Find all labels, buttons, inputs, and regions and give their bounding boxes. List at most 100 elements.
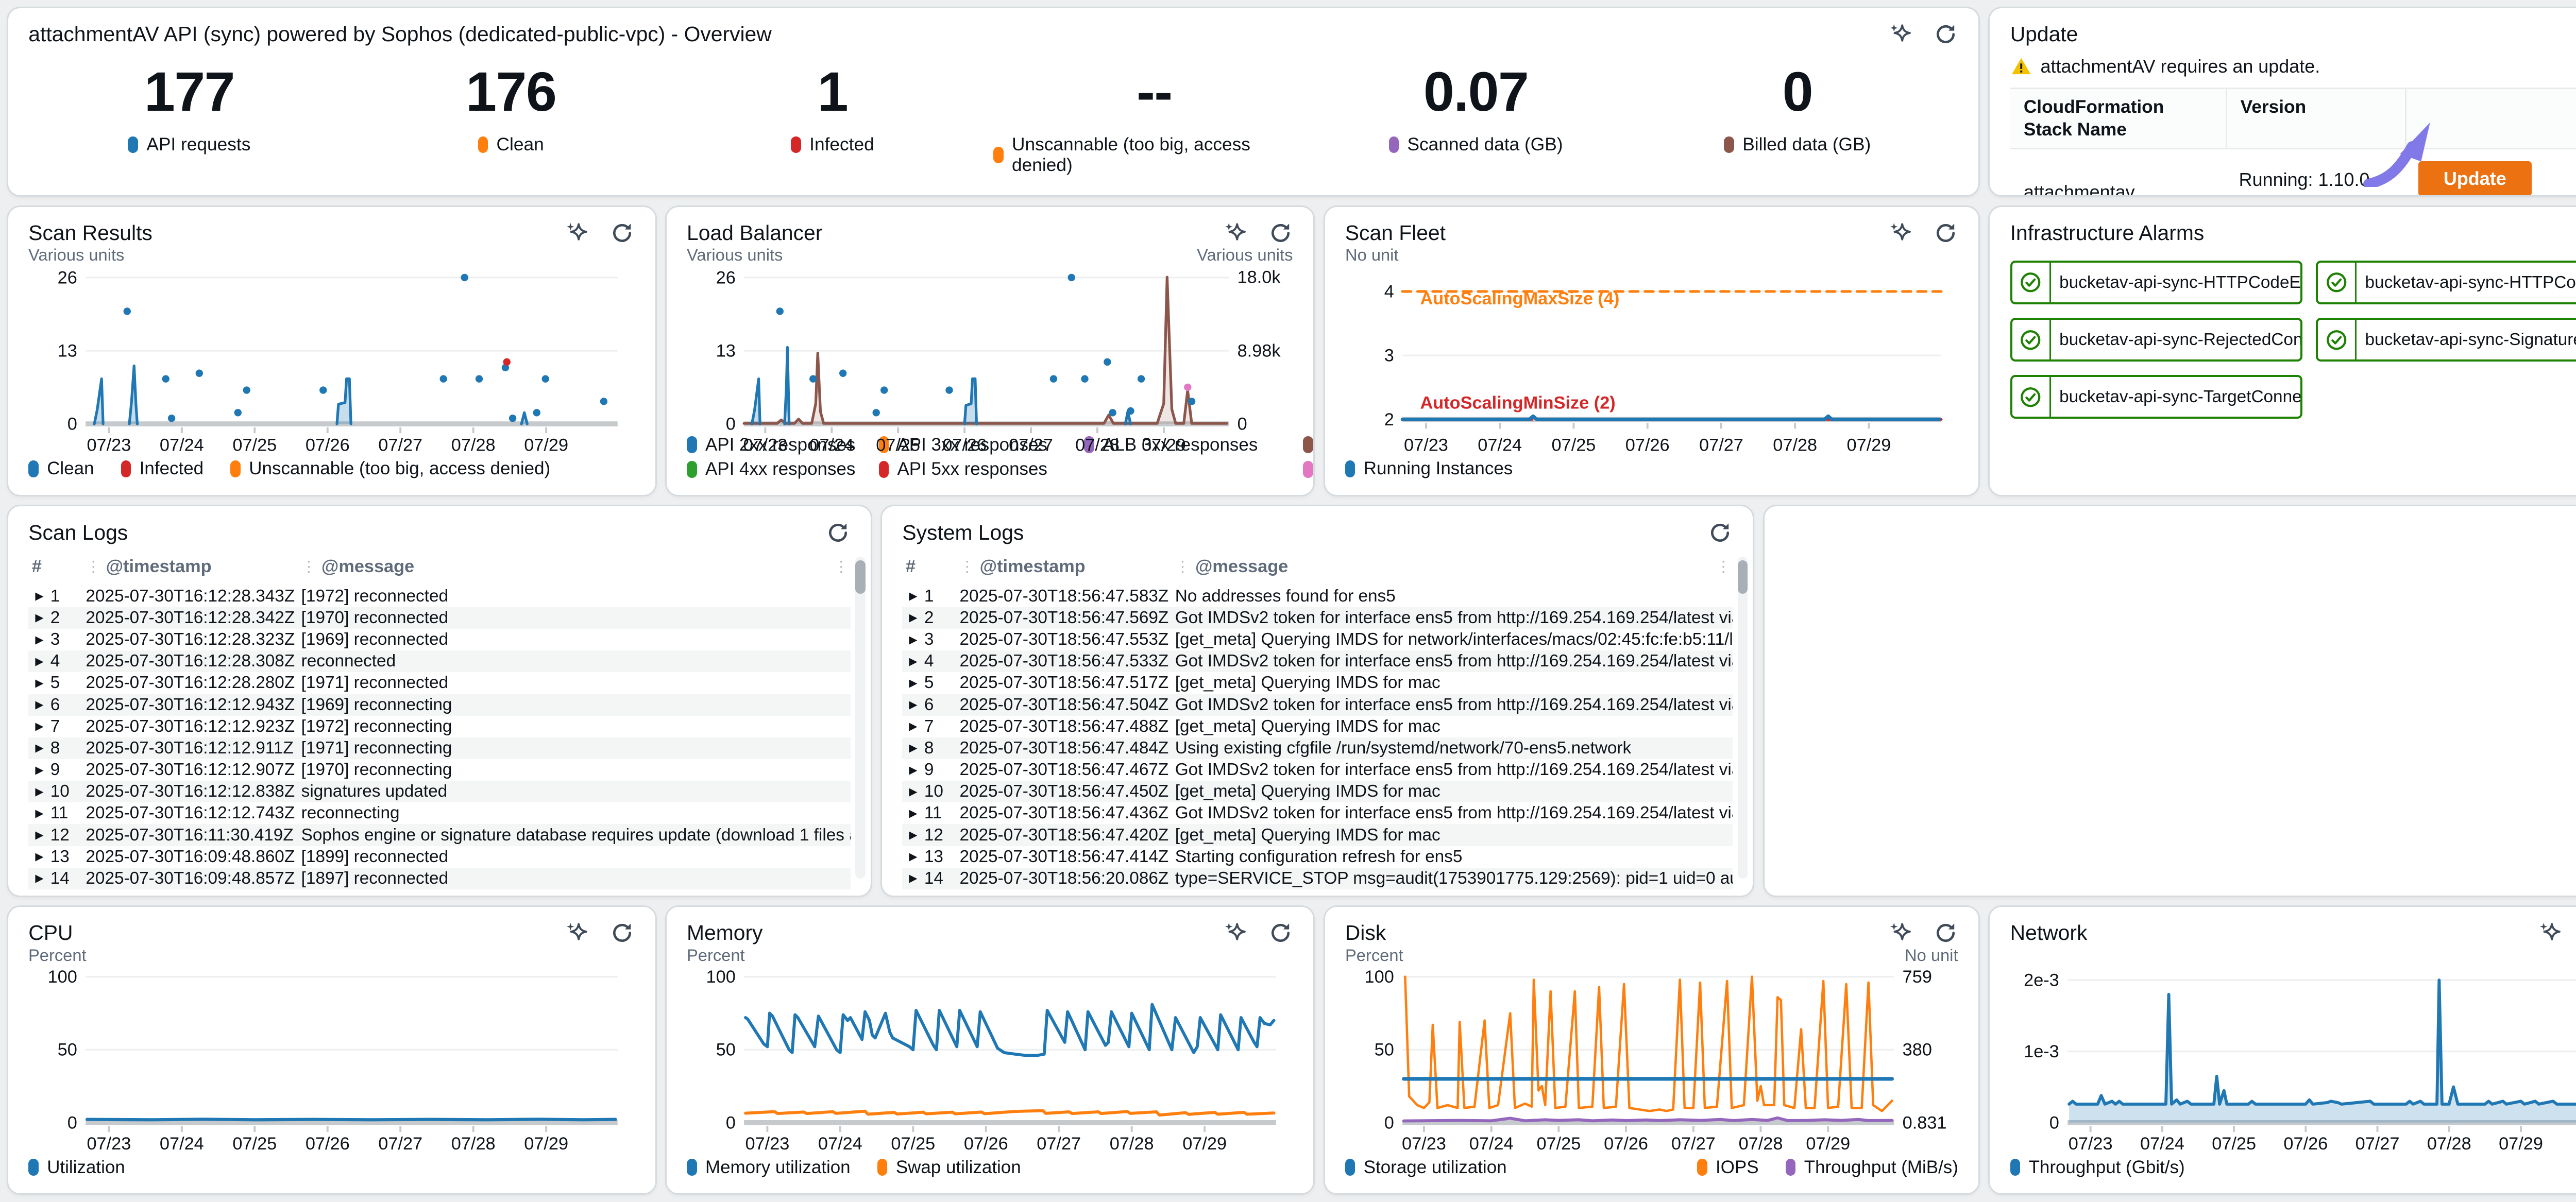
expand-row-icon[interactable]: ▶ — [909, 829, 918, 842]
expand-row-icon[interactable]: ▶ — [909, 655, 918, 667]
row-message: Using existing cfgfile /run/systemd/netw… — [1175, 738, 1632, 758]
log-row[interactable]: ▶ 2 2025-07-30T18:56:47.569Z Got IMDSv2 tok… — [902, 607, 1733, 629]
expand-row-icon[interactable]: ▶ — [909, 590, 918, 603]
log-row[interactable]: ▶ 5 2025-07-30T18:56:47.517Z [get_meta] Que… — [902, 672, 1733, 694]
log-row[interactable]: ▶ 2 2025-07-30T16:12:28.342Z [1970] reconne… — [28, 607, 851, 629]
expand-row-icon[interactable]: ▶ — [35, 633, 44, 646]
expand-row-icon[interactable]: ▶ — [35, 829, 44, 842]
refresh-icon[interactable] — [1707, 520, 1733, 545]
log-row[interactable]: ▶ 4 2025-07-30T18:56:47.533Z Got IMDSv2 tok… — [902, 650, 1733, 673]
refresh-icon[interactable] — [1933, 220, 1958, 246]
expand-row-icon[interactable]: ▶ — [909, 785, 918, 798]
expand-row-icon[interactable]: ▶ — [909, 763, 918, 776]
expand-row-icon[interactable]: ▶ — [909, 676, 918, 689]
log-row[interactable]: ▶ 14 2025-07-30T18:56:20.086Z type=SERVICE_… — [902, 867, 1733, 889]
ai-sparkle-icon[interactable] — [1888, 920, 1913, 946]
log-row[interactable]: ▶ 5 2025-07-30T16:12:28.280Z [1971] reconne… — [28, 672, 850, 694]
expand-row-icon[interactable]: ▶ — [35, 655, 44, 667]
expand-row-icon[interactable]: ▶ — [909, 633, 918, 646]
alarm-tile[interactable]: bucketav-api-sync-SignaturesAgeAlar... — [2316, 318, 2576, 362]
log-row[interactable]: ▶ 11 2025-07-30T16:12:12.743Z reconnecting — [28, 802, 850, 824]
expand-row-icon[interactable]: ▶ — [35, 611, 44, 624]
expand-row-icon[interactable]: ▶ — [35, 785, 44, 798]
expand-row-icon[interactable]: ▶ — [909, 698, 918, 711]
refresh-icon[interactable] — [1268, 220, 1293, 246]
scrollbar-track[interactable] — [855, 557, 866, 879]
svg-text:07/29: 07/29 — [1142, 436, 1186, 455]
expand-row-icon[interactable]: ▶ — [35, 698, 44, 711]
refresh-icon[interactable] — [1933, 22, 1958, 47]
refresh-icon[interactable] — [825, 520, 851, 545]
log-row[interactable]: ▶ 13 2025-07-30T16:09:48.860Z [1899] reconn… — [28, 846, 850, 868]
log-row[interactable]: ▶ 7 2025-07-30T16:12:12.923Z [1972] reconne… — [28, 716, 850, 737]
log-row[interactable]: ▶ 8 2025-07-30T18:56:47.484Z Using existing… — [902, 737, 1733, 759]
ai-sparkle-icon[interactable] — [1888, 22, 1913, 47]
ai-sparkle-icon[interactable] — [1888, 220, 1913, 246]
expand-row-icon[interactable]: ▶ — [909, 850, 918, 863]
row-timestamp: 2025-07-30T18:56:47.488Z — [959, 716, 1169, 736]
expand-row-icon[interactable]: ▶ — [909, 806, 918, 819]
scrollbar-track[interactable] — [1737, 557, 1748, 879]
expand-row-icon[interactable]: ▶ — [35, 806, 44, 819]
expand-row-icon[interactable]: ▶ — [909, 611, 918, 624]
expand-row-icon[interactable]: ▶ — [909, 872, 918, 885]
expand-row-icon[interactable]: ▶ — [909, 742, 918, 754]
log-row[interactable]: ▶ 1 2025-07-30T18:56:47.583Z No addresses f… — [902, 586, 1733, 607]
expand-row-icon[interactable]: ▶ — [35, 742, 44, 754]
svg-text:0: 0 — [726, 415, 736, 434]
update-button[interactable]: Update — [2418, 161, 2532, 196]
refresh-icon[interactable] — [609, 920, 635, 946]
ai-sparkle-icon[interactable] — [1223, 220, 1248, 246]
expand-row-icon[interactable]: ▶ — [35, 590, 44, 603]
log-row[interactable]: ▶ 6 2025-07-30T18:56:47.504Z Got IMDSv2 tok… — [902, 694, 1733, 716]
row-index: 8 — [50, 738, 60, 758]
log-row[interactable]: ▶ 3 2025-07-30T16:12:28.323Z [1969] reconne… — [28, 629, 850, 650]
log-row[interactable]: ▶ 9 2025-07-30T16:12:12.907Z [1970] reconne… — [28, 759, 850, 781]
row-index: 11 — [50, 803, 69, 823]
scrollbar-thumb[interactable] — [1737, 560, 1748, 594]
expand-row-icon[interactable]: ▶ — [35, 720, 44, 733]
ai-sparkle-icon[interactable] — [564, 920, 589, 946]
alarm-tile[interactable]: bucketav-api-sync-HTTPCodeELB5XX... — [2010, 261, 2302, 305]
log-row[interactable]: ▶ 1 2025-07-30T16:12:28.343Z [1972] reconne… — [28, 586, 850, 607]
scrollbar-thumb[interactable] — [855, 560, 866, 594]
log-row[interactable]: ▶ 9 2025-07-30T18:56:47.467Z Got IMDSv2 tok… — [902, 759, 1733, 781]
expand-row-icon[interactable]: ▶ — [909, 720, 918, 733]
alarm-tile[interactable]: bucketav-api-sync-HTTPCodeTarget5... — [2316, 261, 2576, 305]
log-row[interactable]: ▶ 4 2025-07-30T16:12:28.308Z reconnected — [28, 650, 851, 673]
log-row[interactable]: ▶ 14 2025-07-30T16:09:48.857Z [1897] reconn… — [28, 867, 851, 889]
alarm-ok-icon — [2012, 320, 2051, 360]
legend-group: Storage utilization — [1345, 1157, 1507, 1178]
log-row[interactable]: ▶ 13 2025-07-30T18:56:47.414Z Starting conf… — [902, 846, 1733, 868]
alarm-tile[interactable]: bucketav-api-sync-RejectedConnectio... — [2010, 318, 2302, 362]
refresh-icon[interactable] — [609, 220, 635, 246]
svg-text:07/24: 07/24 — [160, 436, 204, 455]
row-timestamp: 2025-07-30T18:56:47.583Z — [959, 586, 1169, 606]
refresh-icon[interactable] — [1268, 920, 1293, 946]
expand-row-icon[interactable]: ▶ — [35, 763, 44, 776]
ai-sparkle-icon[interactable] — [2537, 920, 2563, 946]
refresh-icon[interactable] — [1933, 920, 1958, 946]
log-row[interactable]: ▶ 10 2025-07-30T18:56:47.450Z [get_meta] Qu… — [902, 781, 1733, 803]
log-row[interactable]: ▶ 3 2025-07-30T18:56:47.553Z [get_meta] Que… — [902, 629, 1733, 650]
log-row[interactable]: ▶ 8 2025-07-30T16:12:12.911Z [1971] reconne… — [28, 737, 851, 759]
chart-legend: Clean Infected Unscannable (too big, acces… — [28, 456, 635, 482]
legend-dot-icon — [687, 436, 697, 454]
alarm-tile[interactable]: bucketav-api-sync-TargetConnectionE... — [2010, 375, 2302, 419]
log-row[interactable]: ▶ 10 2025-07-30T16:12:12.838Z signatures up… — [28, 781, 851, 803]
log-row[interactable]: ▶ 12 2025-07-30T18:56:47.420Z [get_meta] Qu… — [902, 824, 1733, 846]
svg-text:4: 4 — [1384, 282, 1394, 301]
log-row[interactable]: ▶ 7 2025-07-30T18:56:47.488Z [get_meta] Que… — [902, 716, 1733, 737]
ai-sparkle-icon[interactable] — [1223, 920, 1248, 946]
legend-item: ALB 4xx responses — [1303, 435, 1313, 455]
legend-dot-icon — [1345, 1159, 1355, 1176]
expand-row-icon[interactable]: ▶ — [35, 872, 44, 885]
log-row[interactable]: ▶ 6 2025-07-30T16:12:12.943Z [1969] reconne… — [28, 694, 851, 716]
legend-item: API 2xx responses — [687, 435, 862, 455]
expand-row-icon[interactable]: ▶ — [35, 676, 44, 689]
row-index: 2 — [924, 608, 934, 627]
expand-row-icon[interactable]: ▶ — [35, 850, 44, 863]
ai-sparkle-icon[interactable] — [564, 220, 589, 246]
log-row[interactable]: ▶ 12 2025-07-30T16:11:30.419Z Sophos engine… — [28, 824, 851, 846]
log-row[interactable]: ▶ 11 2025-07-30T18:56:47.436Z Got IMDSv2 to… — [902, 802, 1733, 824]
